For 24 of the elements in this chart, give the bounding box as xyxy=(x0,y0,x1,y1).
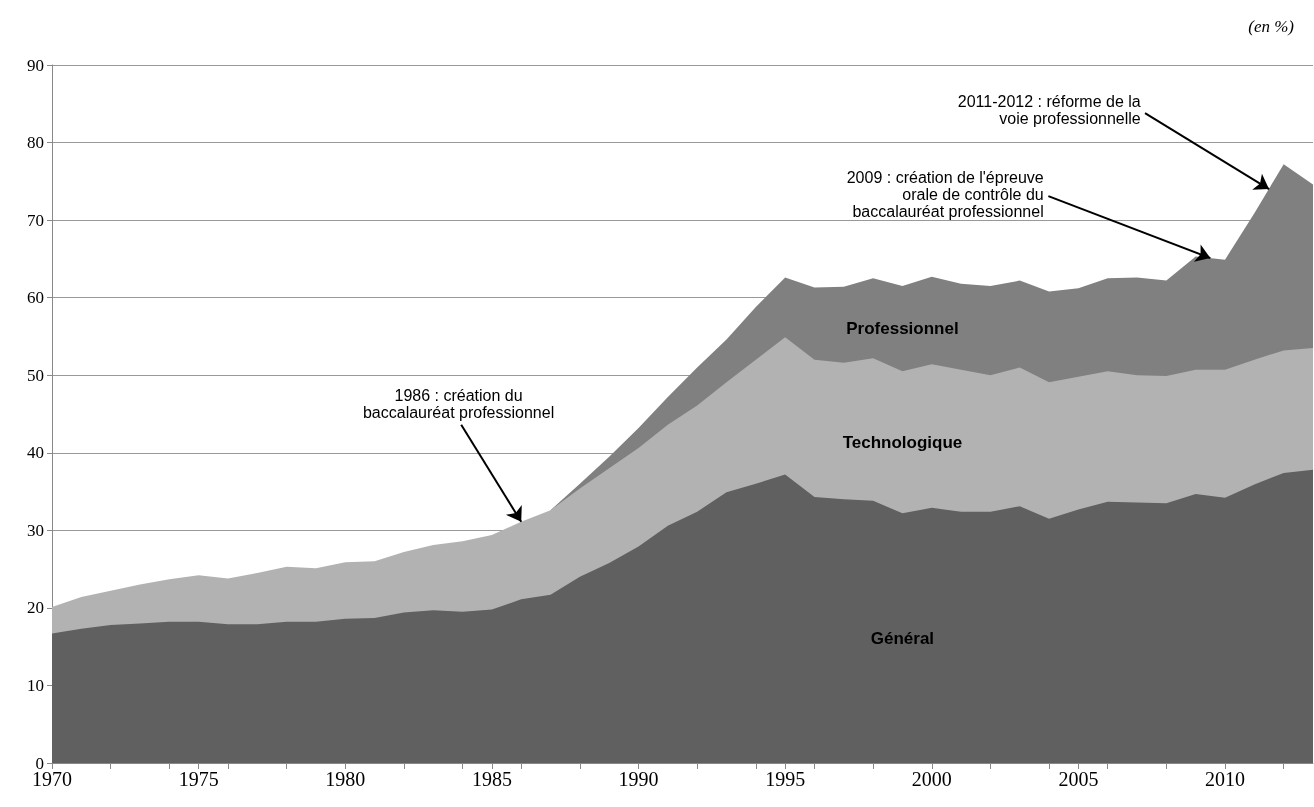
y-tick-label: 40 xyxy=(27,443,44,463)
y-tick-label: 10 xyxy=(27,675,44,695)
series-label: Général xyxy=(870,628,935,648)
y-tick-label: 60 xyxy=(27,288,44,308)
series-label: Technologique xyxy=(842,432,963,452)
text: (en %) xyxy=(1248,17,1295,36)
y-tick-label: 30 xyxy=(27,520,44,540)
y-tick-label: 50 xyxy=(27,365,44,385)
x-tick-label: 1990 xyxy=(618,768,659,790)
y-tick-label: 20 xyxy=(27,598,44,618)
series-label: Professionnel xyxy=(846,319,959,339)
x-tick-label: 1980 xyxy=(325,768,366,790)
annotation: 1986 : création du baccalauréat professionnel xyxy=(362,386,555,421)
x-tick-label: 2005 xyxy=(1058,768,1099,790)
annotation: 2011-2012 : réforme de la voie professionnelle xyxy=(957,93,1141,128)
x-tick-label: 2000 xyxy=(911,768,952,790)
y-tick-label: 90 xyxy=(27,55,44,75)
y-tick-label: 80 xyxy=(27,133,44,153)
x-tick-label: 1975 xyxy=(178,768,219,790)
annotation: 2009 : création de l'épreuve orale de contrôle du baccalauréat professionnel xyxy=(846,168,1044,220)
x-tick-label: 1995 xyxy=(765,768,806,790)
y-tick-label: 70 xyxy=(27,210,44,230)
x-tick-label: 1985 xyxy=(471,768,512,790)
x-tick-label: 2010 xyxy=(1205,768,1246,790)
